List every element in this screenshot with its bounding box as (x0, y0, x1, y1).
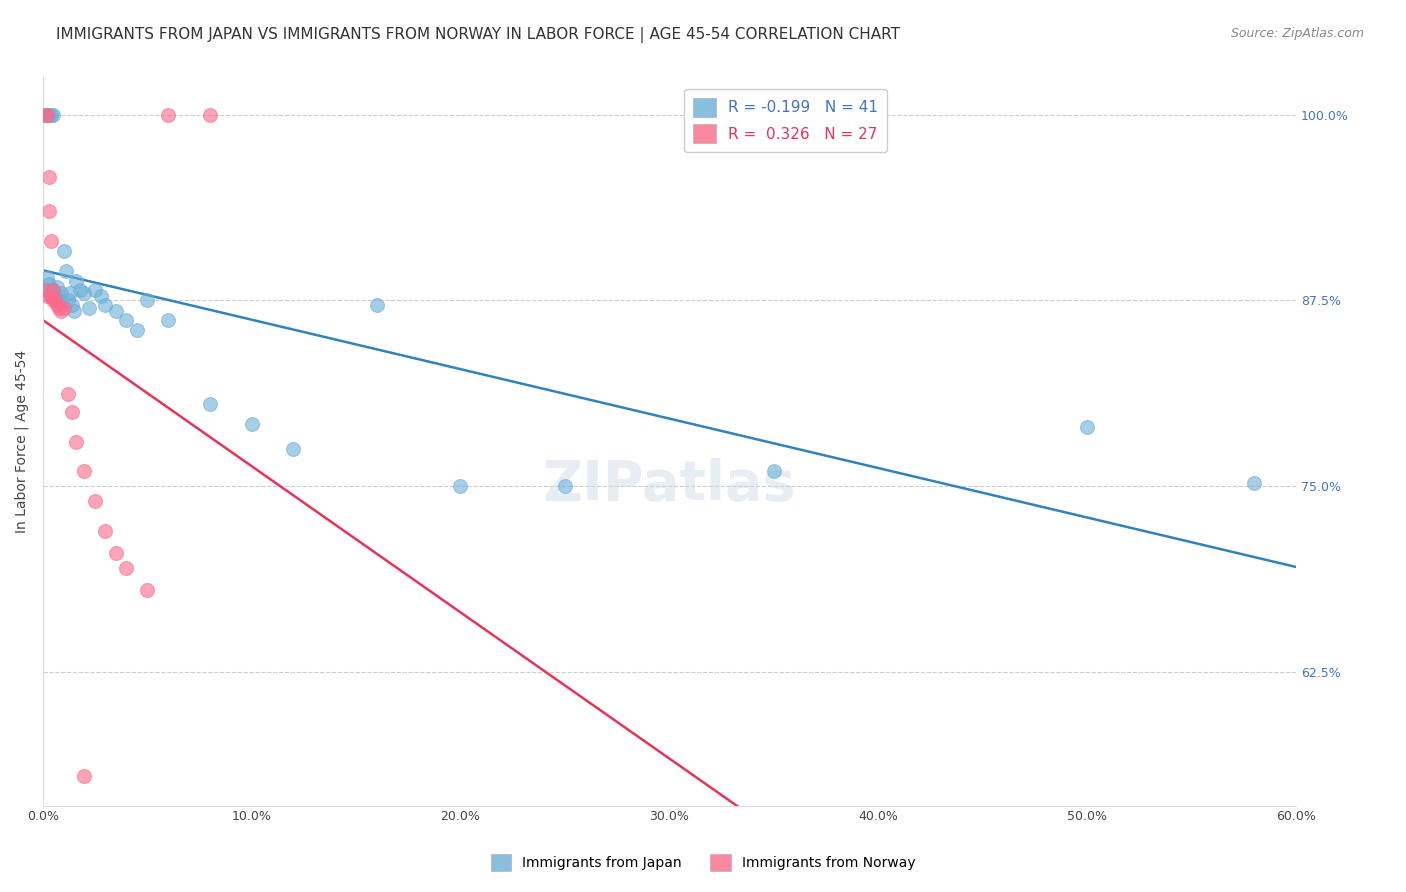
Point (34, 107, 56, 121)
Point (60, 405, 83, 419)
Point (48, 301, 70, 315)
Point (52, 301, 75, 315)
Point (38, 204, 60, 219)
Point (35, 107, 58, 121)
Point (73, 285, 96, 300)
Point (39, 289, 62, 303)
Point (125, 323, 148, 337)
Point (69, 283, 91, 297)
Point (38, 169, 60, 184)
Point (94, 524, 117, 538)
Point (46, 298, 69, 312)
Point (39, 107, 62, 121)
Point (1076, 419, 1098, 434)
Point (136, 583, 159, 598)
Point (240, 417, 263, 431)
Point (157, 107, 180, 121)
Point (60, 298, 83, 312)
Legend: Immigrants from Japan, Immigrants from Norway: Immigrants from Japan, Immigrants from N… (485, 848, 921, 876)
Point (35, 289, 58, 303)
Point (136, 293, 159, 308)
Point (157, 312, 180, 326)
Point (52, 244, 75, 259)
Point (51, 285, 73, 300)
Point (73, 464, 96, 478)
Point (198, 397, 221, 411)
Point (51, 303, 73, 318)
Point (35, 271, 58, 285)
Point (198, 107, 221, 121)
Point (554, 479, 576, 493)
Legend: R = -0.199   N = 41, R =  0.326   N = 27: R = -0.199 N = 41, R = 0.326 N = 27 (683, 88, 887, 152)
Point (38, 277, 60, 291)
Point (65, 274, 87, 288)
Point (73, 769, 96, 783)
Text: Source: ZipAtlas.com: Source: ZipAtlas.com (1230, 27, 1364, 40)
Point (77, 301, 100, 315)
Point (34, 283, 56, 297)
Point (39, 289, 62, 303)
Point (450, 479, 472, 493)
Point (35, 107, 58, 121)
Point (366, 298, 388, 312)
Point (94, 298, 117, 312)
Point (42, 283, 65, 297)
Point (104, 303, 127, 318)
Point (42, 283, 65, 297)
Point (46, 280, 69, 294)
Point (34, 107, 56, 121)
Point (39, 234, 62, 248)
Point (42, 107, 65, 121)
Point (56, 387, 79, 401)
Y-axis label: In Labor Force | Age 45-54: In Labor Force | Age 45-54 (15, 350, 30, 533)
Point (104, 546, 127, 560)
Point (34, 283, 56, 297)
Point (44, 289, 66, 303)
Point (115, 561, 138, 575)
Point (56, 293, 79, 308)
Point (65, 434, 87, 449)
Point (283, 442, 305, 456)
Point (762, 464, 785, 478)
Point (63, 303, 86, 318)
Text: IMMIGRANTS FROM JAPAN VS IMMIGRANTS FROM NORWAY IN LABOR FORCE | AGE 45-54 CORRE: IMMIGRANTS FROM JAPAN VS IMMIGRANTS FROM… (56, 27, 900, 43)
Point (84, 494, 107, 508)
Point (59, 285, 82, 300)
Point (48, 293, 70, 308)
Point (84, 283, 107, 297)
Point (55, 263, 77, 277)
Point (1243, 476, 1265, 491)
Point (90, 289, 112, 303)
Point (38, 107, 60, 121)
Point (42, 293, 65, 308)
Text: ZIPatlas: ZIPatlas (543, 458, 796, 512)
Point (115, 312, 138, 326)
Point (44, 293, 66, 308)
